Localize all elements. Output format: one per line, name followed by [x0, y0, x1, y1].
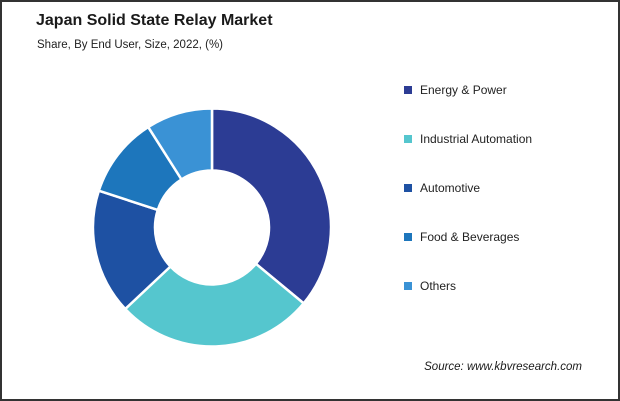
- legend-swatch-energy-power: [404, 85, 412, 94]
- legend-swatch-food-beverages: [404, 232, 412, 241]
- legend-item-food-beverages: Food & Beverages: [404, 229, 532, 244]
- legend-label-industrial-automation: Industrial Automation: [420, 131, 533, 146]
- chart-subtitle: Share, By End User, Size, 2022, (%): [37, 39, 224, 51]
- legend-label-others: Others: [420, 278, 457, 293]
- legend-label-food-beverages: Food & Beverages: [420, 229, 520, 244]
- legend-item-industrial-automation: Industrial Automation: [404, 131, 533, 146]
- legend-item-energy-power: Energy & Power: [404, 82, 532, 97]
- legend-label-energy-power: Energy & Power: [420, 82, 507, 97]
- chart-title: Japan Solid State Relay Market: [36, 12, 273, 29]
- legend-item-automotive: Automotive: [404, 180, 532, 195]
- legend-swatch-others: [404, 281, 412, 290]
- legend: Energy & Power Industrial Automation Aut…: [404, 83, 532, 328]
- donut-slice-energy-power: [210, 107, 333, 305]
- legend-item-others: Others: [404, 278, 532, 293]
- donut-slice-others: [146, 107, 214, 181]
- donut-slice-industrial-automation: [124, 262, 305, 348]
- legend-label-automotive: Automotive: [420, 180, 481, 195]
- legend-swatch-automotive: [404, 183, 412, 192]
- legend-swatch-industrial-automation: [404, 134, 412, 143]
- source-credit: Source: www.kbvresearch.com: [424, 361, 582, 373]
